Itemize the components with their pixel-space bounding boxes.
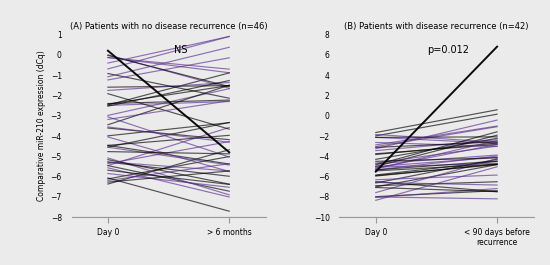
Y-axis label: Comparative miR-210 expression (dCq): Comparative miR-210 expression (dCq): [37, 51, 46, 201]
Text: NS: NS: [174, 45, 188, 55]
Text: p=0.012: p=0.012: [427, 45, 470, 55]
Title: (B) Patients with disease recurrence (n=42): (B) Patients with disease recurrence (n=…: [344, 22, 529, 31]
Title: (A) Patients with no disease recurrence (n=46): (A) Patients with no disease recurrence …: [70, 22, 267, 31]
